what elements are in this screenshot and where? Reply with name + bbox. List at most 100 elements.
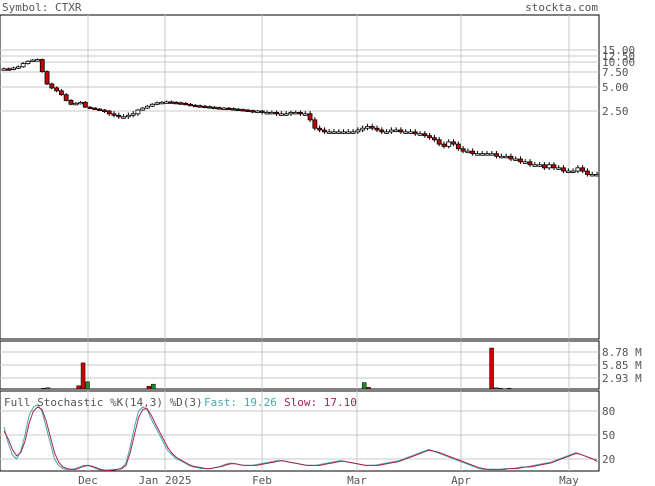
- candle-body: [393, 129, 399, 132]
- candle-body: [513, 158, 519, 161]
- volume-bar: [498, 387, 503, 390]
- candle-body: [164, 101, 169, 104]
- volume-bar: [506, 387, 512, 390]
- candle-body: [68, 100, 74, 105]
- candle-body: [116, 114, 122, 118]
- candle-body: [470, 150, 476, 155]
- candle-body: [360, 127, 366, 131]
- candle-body: [561, 167, 566, 172]
- candle-body: [522, 161, 528, 164]
- candle-body: [570, 170, 576, 173]
- candle-body: [427, 135, 433, 139]
- candle-body: [446, 141, 452, 147]
- candle-body: [178, 102, 184, 105]
- volume-bar: [361, 382, 367, 390]
- month-tick-label: Jan 2025: [139, 474, 192, 486]
- candle-body: [479, 153, 485, 156]
- candle-body: [226, 107, 232, 111]
- candle-body: [551, 164, 557, 169]
- candle-body: [317, 127, 323, 131]
- candle-body: [436, 139, 442, 145]
- stochastic-title: Full Stochastic %K(14,3) %D(3): [4, 396, 203, 409]
- volume-bar: [80, 362, 86, 390]
- volume-bar: [85, 381, 90, 390]
- candle-body: [130, 113, 136, 116]
- candle-body: [49, 83, 55, 89]
- site-label: stockta.com: [525, 1, 598, 14]
- candle-body: [11, 67, 16, 70]
- volume-bar: [76, 385, 81, 390]
- candle-body: [575, 167, 581, 172]
- grid-lines: [0, 15, 599, 471]
- candle-body: [188, 103, 193, 107]
- candle-body: [417, 133, 423, 136]
- candle-body: [78, 101, 83, 105]
- candle-body: [125, 114, 131, 118]
- candle-body: [278, 113, 284, 116]
- candle-body: [484, 153, 490, 156]
- price-tick-label: 2.50: [602, 105, 629, 118]
- candle-body: [235, 108, 241, 111]
- candlestick-series: [1, 58, 600, 177]
- candle-body: [465, 150, 471, 154]
- price-tick-label: 12.50: [602, 50, 635, 63]
- candle-body: [288, 111, 294, 115]
- candle-body: [135, 109, 141, 115]
- candle-body: [508, 155, 514, 160]
- candle-body: [556, 167, 562, 170]
- candle-body: [87, 106, 93, 110]
- volume-bar: [489, 347, 494, 390]
- candle-body: [202, 105, 208, 109]
- candle-body: [541, 164, 547, 169]
- candle-body: [259, 110, 265, 113]
- candle-body: [494, 153, 499, 157]
- candle-body: [298, 111, 303, 115]
- candle-body: [20, 63, 26, 68]
- candle-body: [44, 71, 50, 85]
- candle-body: [532, 164, 538, 167]
- stochastic-fast-label: Fast: 19.26: [204, 396, 277, 409]
- candle-body: [412, 131, 418, 135]
- candle-body: [546, 164, 552, 169]
- candle-body: [355, 129, 361, 133]
- candle-body: [408, 131, 413, 134]
- month-tick-label: Mar: [347, 474, 367, 486]
- stochastic-fast-line: [3, 403, 598, 471]
- volume-bar: [146, 385, 152, 390]
- candle-body: [121, 116, 126, 119]
- candle-body: [345, 131, 351, 134]
- month-tick-label: Feb: [252, 474, 272, 486]
- candle-body: [518, 158, 523, 163]
- candle-body: [102, 109, 107, 112]
- candle-body: [111, 113, 117, 116]
- candle-body: [54, 87, 60, 92]
- candle-body: [6, 68, 12, 71]
- stochastic-tick-label: 80: [602, 405, 615, 418]
- candle-body: [63, 94, 69, 101]
- month-tick-label: Dec: [78, 474, 98, 486]
- candle-body: [216, 107, 222, 110]
- candle-body: [585, 170, 590, 175]
- candle-body: [503, 155, 509, 159]
- candle-body: [379, 129, 385, 133]
- candle-body: [398, 129, 404, 133]
- candle-body: [374, 127, 380, 131]
- candle-body: [489, 153, 495, 156]
- candle-body: [168, 101, 174, 104]
- candle-body: [312, 119, 318, 129]
- candle-body: [341, 131, 346, 134]
- candle-body: [302, 113, 308, 116]
- candle-body: [269, 111, 275, 115]
- candle-body: [173, 101, 179, 105]
- candle-body: [451, 141, 456, 145]
- candle-body: [240, 109, 246, 112]
- candle-body: [1, 68, 7, 71]
- candle-body: [231, 108, 236, 111]
- candle-body: [149, 103, 155, 107]
- volume-bar: [366, 387, 371, 390]
- candle-body: [441, 143, 447, 147]
- candle-body: [35, 59, 40, 62]
- stochastic-axis: 80 50 20: [602, 405, 615, 466]
- price-tick-label: 5.00: [602, 81, 629, 94]
